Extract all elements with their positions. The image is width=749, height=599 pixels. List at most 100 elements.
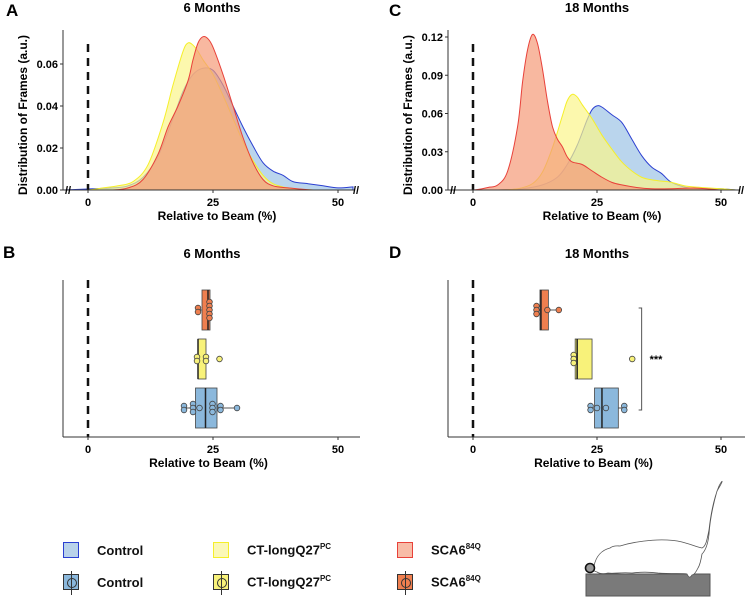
x-tick-label: 50 — [715, 444, 727, 456]
legend-label: CT-longQ27PC — [247, 542, 332, 558]
panel-b-box-6-months: B 6 Months 0 25 50 Relative to Beam (%) — [3, 243, 360, 470]
data-point — [587, 406, 594, 414]
data-point — [180, 406, 188, 414]
x-tick-label: 25 — [591, 197, 603, 209]
x-tick-label: 50 — [332, 444, 344, 456]
mouse-on-beam-illustration — [584, 480, 723, 597]
y-tick-label: 0.04 — [37, 101, 59, 113]
y-tick-label: 0.00 — [37, 185, 58, 197]
axis-break-right: // — [353, 185, 359, 197]
data-point — [593, 404, 601, 412]
x-tick-label: 25 — [591, 444, 603, 456]
x-tick-label: 0 — [85, 197, 91, 209]
x-tick-label: 0 — [85, 444, 91, 456]
legend-item-sca-box: SCA684Q — [397, 571, 481, 595]
panel-letter-d: D — [389, 243, 401, 262]
data-point — [194, 308, 202, 316]
data-point — [544, 306, 551, 314]
density-sca6-84q — [62, 35, 353, 191]
legend-item-control-density: Control — [63, 542, 143, 558]
x-tick-label: 50 — [332, 197, 344, 209]
ball-icon — [584, 562, 596, 574]
panel-letter-b: B — [3, 243, 15, 262]
mouse-body — [592, 480, 723, 578]
boxplot-ct-longq27pc — [570, 338, 636, 380]
data-point — [189, 408, 197, 416]
panel-a-density-6-months: A 6 Months // // 0.00 0.02 0.04 0.06 0 25 50 Rela… — [6, 0, 359, 223]
data-point — [602, 404, 610, 412]
axis-break-left: // — [65, 185, 71, 197]
y-tick-label: 0.03 — [422, 147, 443, 159]
panel-d-box-18-months: D 18 Months 0 25 50 Relative to Beam (%) *** — [389, 243, 745, 470]
legend-swatch — [213, 542, 229, 558]
data-point — [217, 406, 224, 414]
data-point — [193, 357, 201, 365]
x-tick-label: 25 — [207, 444, 219, 456]
axis-break-right: // — [738, 185, 744, 197]
data-point — [202, 357, 210, 365]
y-tick-label: 0.12 — [422, 32, 443, 44]
y-tick-label: 0.06 — [37, 59, 58, 71]
axis-break-left: // — [450, 185, 456, 197]
panel-b-plot: 0 25 50 Relative to Beam (%) — [62, 280, 360, 470]
legend-label: Control — [97, 574, 144, 590]
panel-b-title: 6 Months — [183, 246, 240, 261]
legend-swatch — [397, 542, 413, 558]
x-tick-label: 0 — [470, 444, 476, 456]
legend-label: SCA684Q — [431, 574, 481, 590]
y-axis-label: Distribution of Frames (a.u.) — [401, 35, 415, 195]
panel-a-title: 6 Months — [183, 0, 240, 15]
data-point — [555, 306, 563, 314]
legend-label: SCA684Q — [431, 542, 481, 558]
legend: Control CT-longQ27PC SCA684Q Control CT-… — [55, 536, 535, 596]
legend-label: Control — [97, 542, 144, 558]
data-point — [621, 406, 628, 414]
boxplot-sca6-84q — [194, 289, 213, 331]
x-tick-label: 50 — [715, 197, 727, 209]
boxplot-ct-longq27pc — [193, 338, 223, 380]
panel-letter-a: A — [6, 1, 18, 20]
boxplot-sca6-84q — [533, 289, 563, 331]
legend-item-ctq-density: CT-longQ27PC — [213, 542, 331, 558]
legend-item-control-box: Control — [63, 571, 144, 595]
data-point — [570, 359, 577, 367]
data-point — [196, 404, 203, 412]
legend-item-sca-density: SCA684Q — [397, 542, 481, 558]
beam — [585, 573, 711, 597]
y-tick-label: 0.00 — [422, 185, 443, 197]
legend-boxplot-swatch — [397, 571, 413, 595]
y-tick-label: 0.06 — [422, 109, 443, 121]
data-point — [233, 404, 241, 412]
y-tick-label: 0.09 — [422, 70, 443, 82]
data-point — [206, 314, 213, 322]
data-point — [533, 310, 540, 318]
x-axis-label: Relative to Beam (%) — [149, 456, 268, 470]
panel-c-density-18-months: C 18 Months // // 0.00 0.03 0.06 0.09 0.12 0 25 5… — [389, 0, 744, 223]
legend-boxplot-swatch — [213, 571, 229, 595]
data-point — [209, 408, 216, 416]
legend-item-ctq-box: CT-longQ27PC — [213, 571, 332, 595]
panel-c-title: 18 Months — [565, 0, 629, 15]
legend-swatch — [63, 542, 79, 558]
y-axis-label: Distribution of Frames (a.u.) — [16, 35, 30, 195]
legend-boxplot-swatch — [63, 571, 79, 595]
significance-bracket — [638, 307, 643, 411]
panel-letter-c: C — [389, 1, 401, 20]
x-axis-label: Relative to Beam (%) — [543, 209, 662, 223]
panel-a-plot: // // 0.00 0.02 0.04 0.06 0 25 50 Relative to Bea… — [16, 30, 359, 223]
data-point — [216, 355, 223, 363]
density-sca6-84q — [448, 33, 736, 191]
panel-c-plot: // // 0.00 0.03 0.06 0.09 0.12 0 25 50 Relative to… — [401, 30, 744, 223]
x-tick-label: 0 — [470, 197, 476, 209]
data-point — [629, 355, 636, 363]
y-tick-label: 0.02 — [37, 143, 58, 155]
panel-d-plot: 0 25 50 Relative to Beam (%) *** — [447, 280, 745, 470]
legend-label: CT-longQ27PC — [247, 574, 332, 590]
panel-d-title: 18 Months — [565, 246, 629, 261]
boxplot-control — [180, 387, 241, 429]
x-axis-label: Relative to Beam (%) — [534, 456, 653, 470]
x-tick-label: 25 — [207, 197, 219, 209]
x-axis-label: Relative to Beam (%) — [158, 209, 277, 223]
significance-label: *** — [650, 354, 664, 366]
